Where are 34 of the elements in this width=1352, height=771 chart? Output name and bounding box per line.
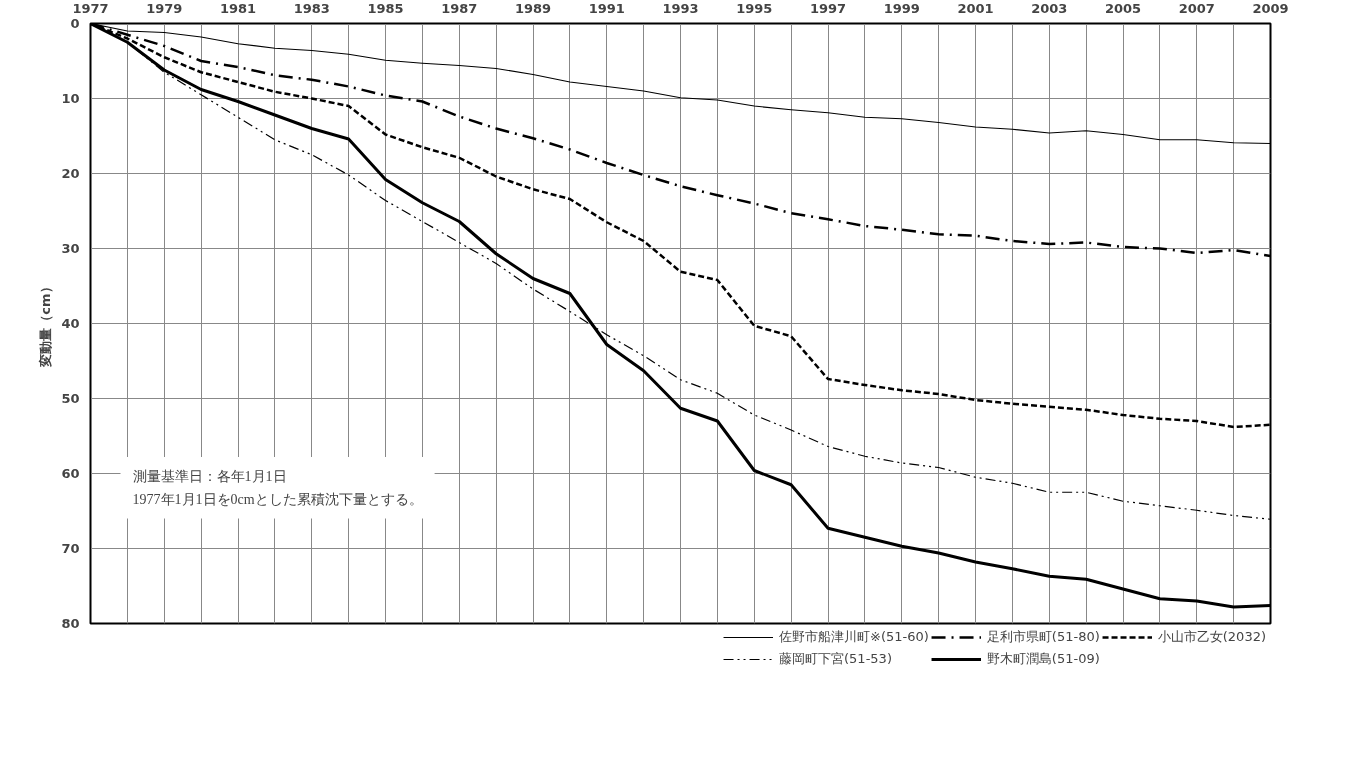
x-tick-label: 1995 (736, 0, 773, 16)
y-tick-label: 70 (61, 541, 80, 556)
y-tick-label: 20 (61, 166, 80, 181)
x-tick-label: 1987 (441, 0, 478, 16)
x-tick-label: 1991 (588, 0, 625, 16)
y-tick-label: 80 (61, 616, 80, 631)
x-tick-label: 2005 (1104, 0, 1142, 16)
legend-label: 足利市県町(51-80) (986, 628, 1100, 646)
x-tick-label: 1977 (72, 0, 109, 16)
x-tick-label: 2009 (1252, 0, 1289, 16)
x-tick-label: 2001 (957, 0, 994, 16)
legend-label: 野木町潤島(51-09) (986, 650, 1100, 668)
y-tick-label: 0 (70, 16, 80, 31)
legend-label: 佐野市船津川町※(51-60) (779, 628, 929, 646)
y-tick-label: 50 (61, 391, 80, 406)
legend-label: 藤岡町下宮(51-53) (779, 650, 892, 668)
x-tick-label: 1989 (514, 0, 552, 16)
x-tick-label: 1999 (883, 0, 920, 16)
y-tick-label: 60 (61, 466, 80, 481)
legend-label: 小山市乙女(2032) (1157, 628, 1266, 646)
x-tick-label: 1993 (662, 0, 699, 16)
x-tick-label: 1997 (809, 0, 847, 16)
y-tick-label: 30 (61, 241, 80, 256)
y-axis-title: 変動量（cm） (38, 280, 54, 368)
x-tick-label: 1981 (219, 0, 257, 16)
x-tick-label: 2003 (1031, 0, 1068, 16)
x-tick-label: 2007 (1178, 0, 1215, 16)
x-tick-label: 1985 (367, 0, 404, 16)
x-tick-label: 1983 (293, 0, 330, 16)
x-tick-label: 1979 (146, 0, 183, 16)
y-tick-label: 40 (61, 316, 80, 331)
annotation: 1977年1月1日を0cmとした累積沈下量とする。 (132, 491, 423, 507)
annotation: 測量基準日：各年1月1日 (132, 469, 287, 484)
y-tick-label: 10 (61, 91, 80, 106)
